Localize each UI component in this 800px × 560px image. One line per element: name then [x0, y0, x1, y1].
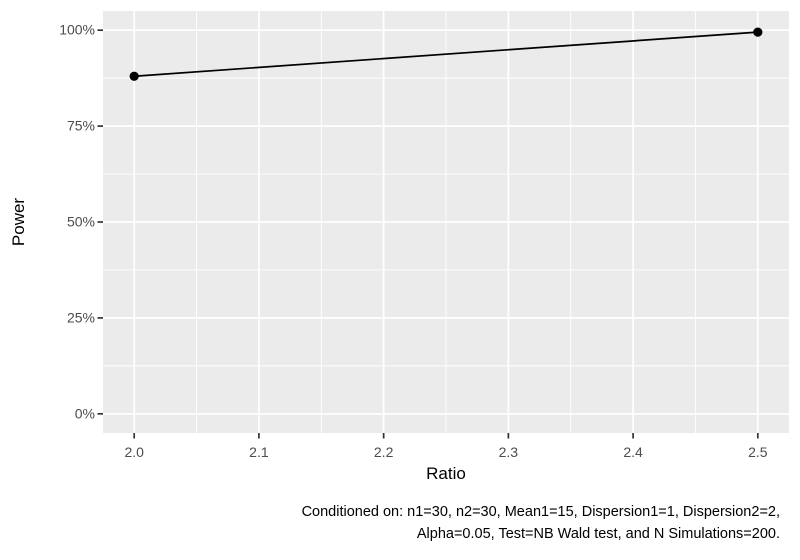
x-tick-label: 2.4: [623, 444, 643, 460]
y-axis-title: Power: [9, 197, 28, 247]
caption-line: Alpha=0.05, Test=NB Wald test, and N Sim…: [416, 525, 780, 542]
y-tick-label: 0%: [74, 405, 95, 422]
x-tick-label: 2.5: [748, 444, 768, 460]
x-tick-label: 2.3: [498, 444, 519, 460]
plot-caption: Conditioned on: n1=30, n2=30, Mean1=15, …: [302, 502, 780, 545]
x-axis-title: Ratio: [426, 464, 466, 483]
caption-line: Conditioned on: n1=30, n2=30, Mean1=15, …: [301, 504, 780, 520]
x-tick-label: 2.0: [124, 444, 144, 460]
y-tick-label: 100%: [59, 21, 95, 38]
x-tick-label: 2.2: [373, 444, 394, 460]
y-tick-label: 25%: [66, 309, 95, 326]
data-point: [753, 27, 763, 37]
y-tick-label: 75%: [66, 117, 95, 134]
data-point: [129, 71, 139, 81]
y-tick-label: 50%: [66, 213, 95, 230]
x-tick-label: 2.1: [249, 444, 269, 460]
series-line: [134, 31, 758, 78]
